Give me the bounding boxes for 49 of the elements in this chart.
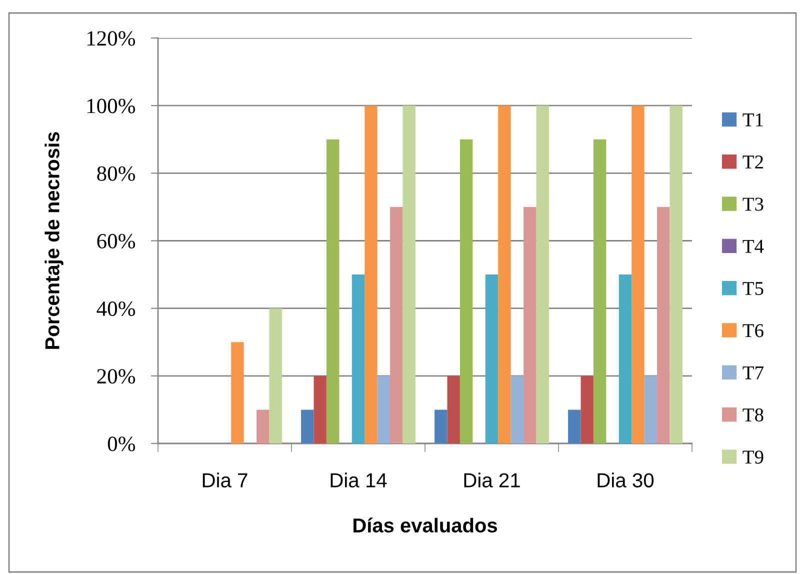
legend-label: T2 — [742, 156, 763, 168]
legend-label: T3 — [742, 198, 764, 211]
bar — [498, 106, 511, 444]
bar — [632, 106, 644, 444]
y-tick-label: 60% — [97, 234, 136, 248]
bar — [536, 106, 549, 444]
legend-label: T4 — [742, 240, 764, 253]
bar — [402, 106, 416, 444]
bar — [231, 342, 244, 444]
bar — [460, 139, 473, 444]
bar — [580, 376, 594, 444]
bar — [568, 410, 581, 444]
y-tick-label: 0% — [108, 436, 136, 452]
bar — [364, 106, 378, 444]
legend-label: T5 — [742, 282, 764, 296]
y-tick-label: 20% — [97, 369, 136, 384]
bar — [618, 274, 632, 444]
bar — [269, 308, 282, 444]
bar — [524, 206, 536, 444]
bar — [256, 410, 270, 444]
bar — [447, 376, 460, 444]
bar — [593, 139, 606, 444]
bar — [485, 274, 498, 444]
y-tick-label: 120% — [87, 31, 136, 46]
y-tick-label: 40% — [96, 301, 136, 316]
x-axis-title: Días evaluados — [354, 518, 497, 533]
y-axis-title: Porcentaje de necrosis — [44, 132, 64, 349]
legend-label: T1 — [742, 113, 763, 126]
bar — [377, 376, 390, 444]
bar — [644, 376, 658, 444]
bar — [657, 206, 670, 444]
y-tick-label: 80% — [97, 166, 136, 181]
y-tick-label: 100% — [87, 98, 136, 114]
legend-label: T6 — [742, 324, 764, 338]
x-tick-label: Dia 7 — [202, 472, 248, 488]
bar — [301, 410, 314, 444]
legend-label: T8 — [742, 408, 764, 422]
bar — [670, 106, 682, 444]
bar — [434, 410, 448, 444]
x-tick-label: Dia 14 — [330, 472, 387, 488]
x-tick-label: Dia 30 — [598, 472, 654, 488]
bar — [510, 376, 524, 444]
bar — [314, 376, 326, 444]
x-tick-label: Dia 21 — [464, 472, 520, 488]
bar — [390, 206, 403, 444]
bar — [352, 274, 365, 444]
bar — [326, 139, 340, 444]
legend-label: T7 — [742, 366, 764, 380]
legend-label: T9 — [742, 450, 764, 464]
